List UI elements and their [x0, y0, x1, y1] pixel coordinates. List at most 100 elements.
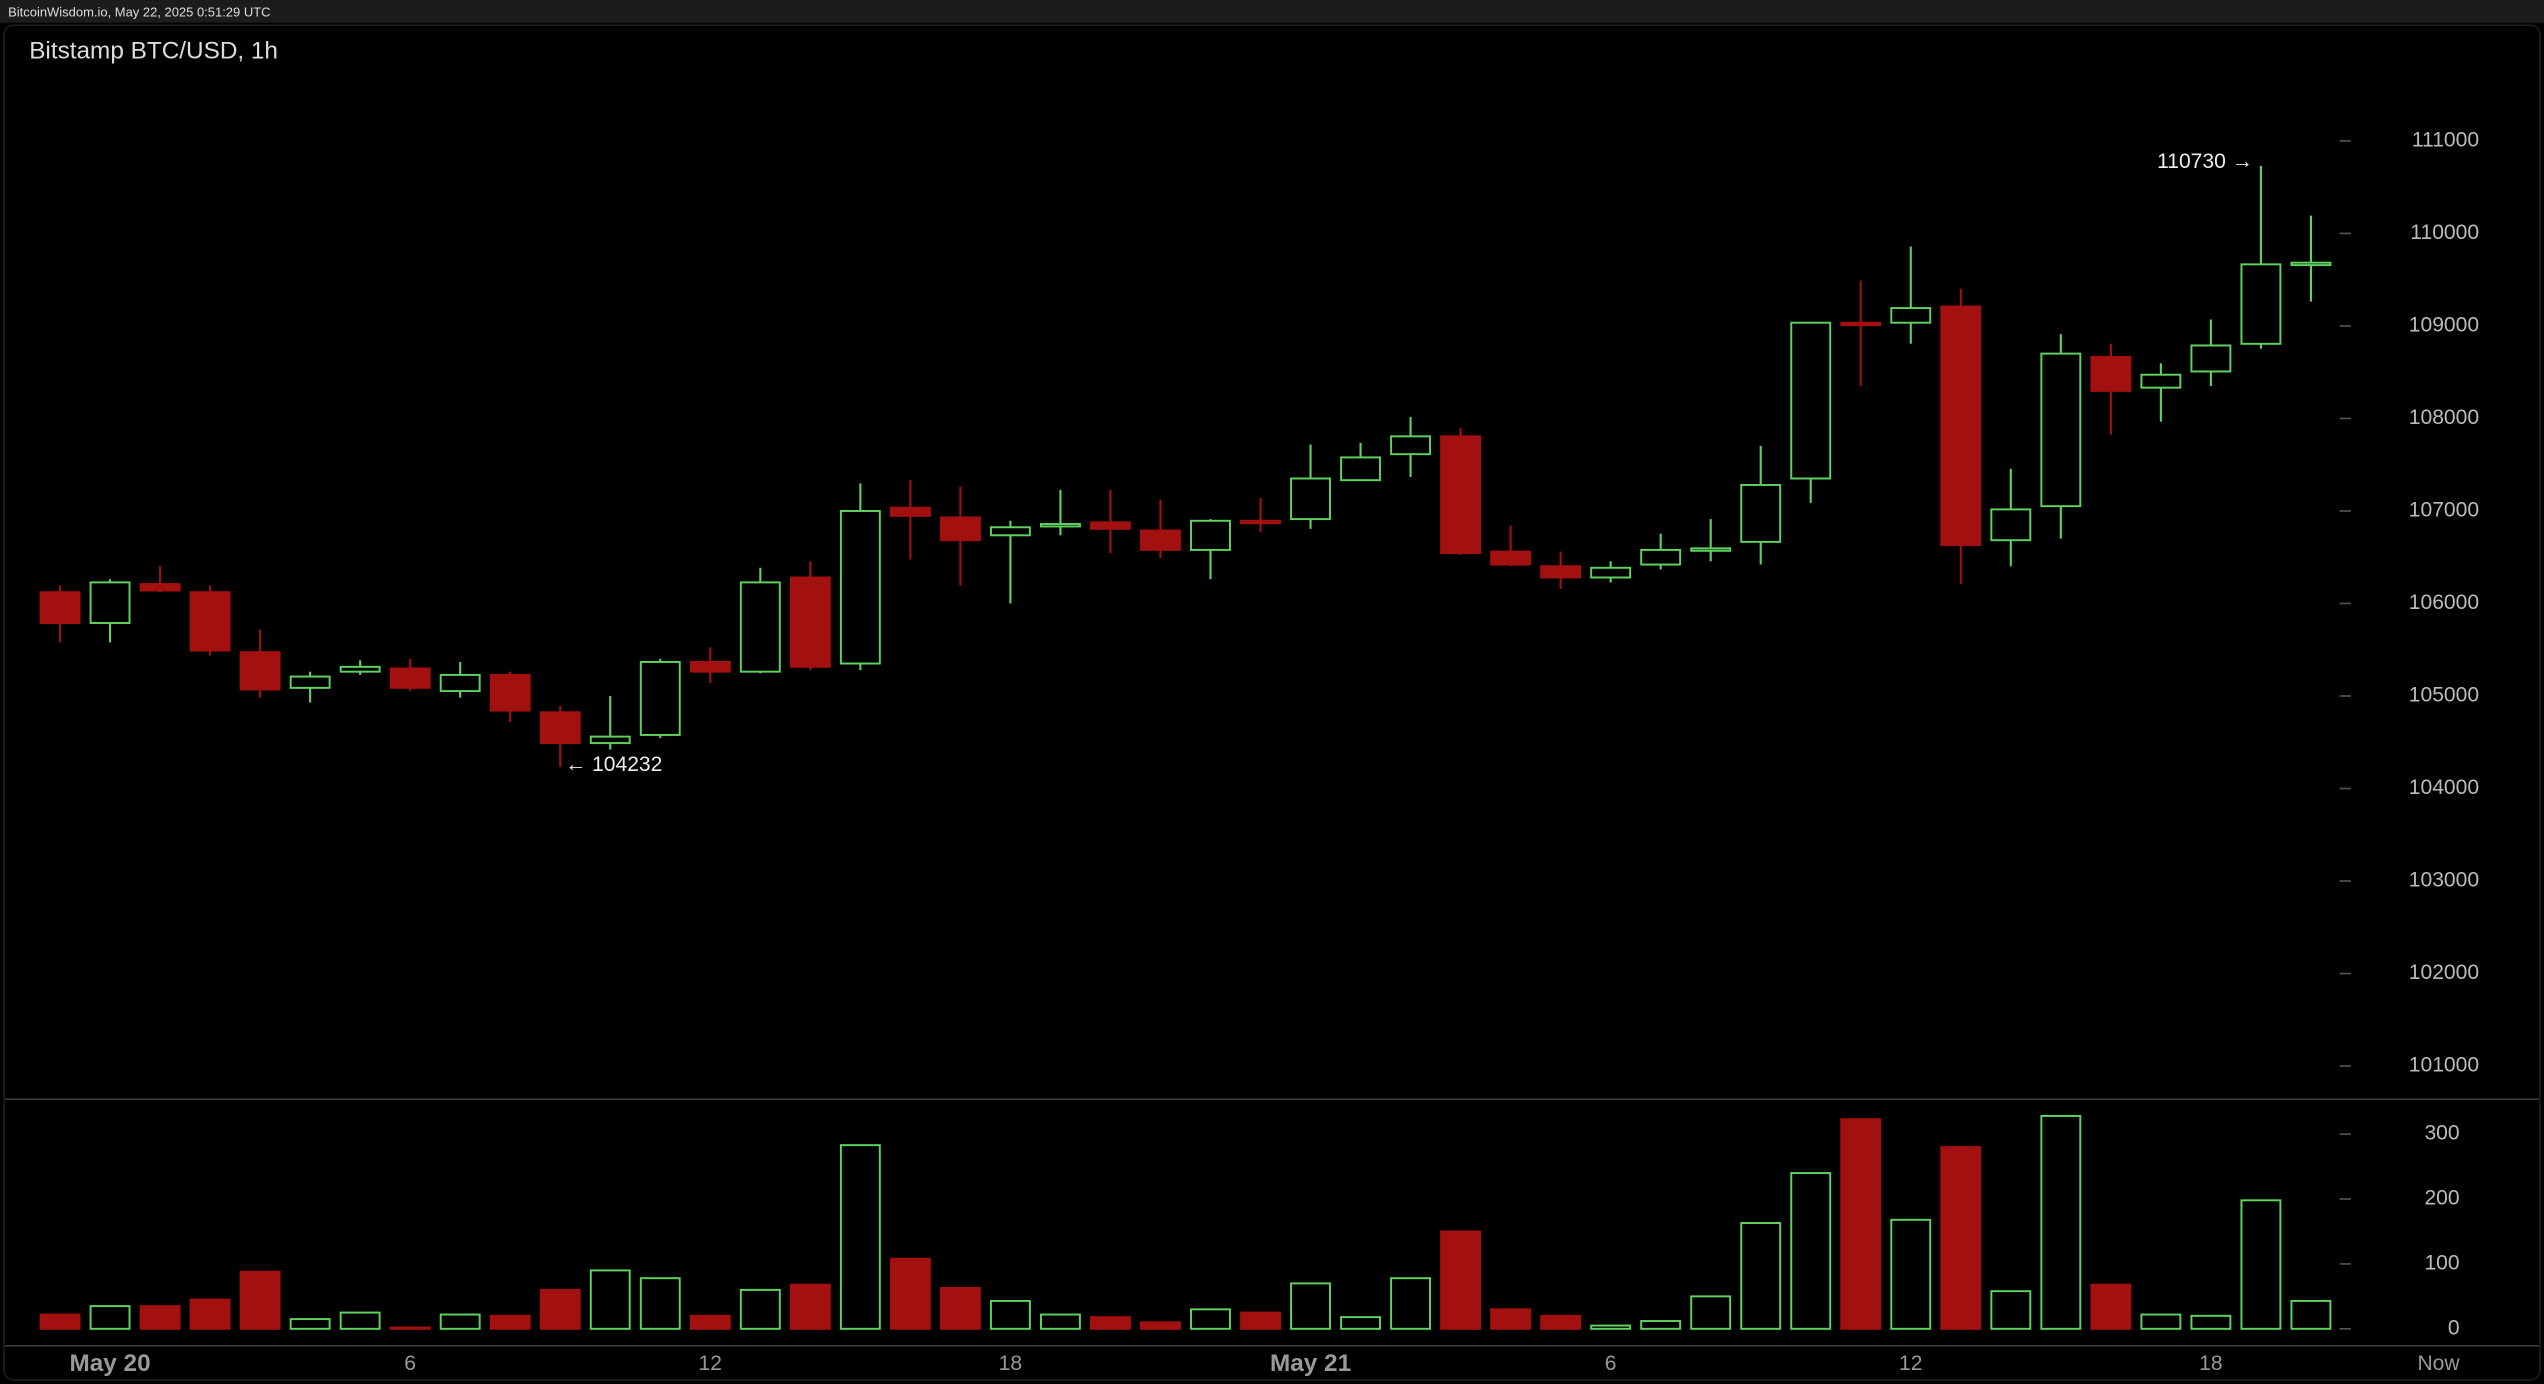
- candle-body: [1390, 435, 1432, 456]
- candle-body: [1140, 529, 1181, 551]
- volume-bar: [1290, 1282, 1331, 1330]
- candle-body: [1039, 523, 1081, 528]
- y-tick-label: 103000: [2409, 869, 2479, 892]
- x-tick-label: 12: [1899, 1352, 1922, 1375]
- candle-body: [739, 581, 781, 673]
- volume-bar: [639, 1277, 681, 1330]
- volume-bar: [689, 1314, 731, 1330]
- volume-bar: [2090, 1283, 2132, 1330]
- volume-bar: [389, 1326, 431, 1330]
- volume-bar: [1039, 1313, 1081, 1330]
- page-header: BitcoinWisdom.io, May 22, 2025 0:51:29 U…: [8, 4, 270, 19]
- volume-bar: [239, 1270, 281, 1330]
- volume-bar: [2290, 1299, 2332, 1330]
- candle-body: [1490, 550, 1532, 566]
- volume-bar: [2240, 1199, 2282, 1330]
- header-bar: [0, 0, 2544, 23]
- candle-body: [1690, 547, 1732, 552]
- candle-body: [1790, 321, 1832, 480]
- candle-body: [1740, 484, 1782, 543]
- volume-bar: [839, 1144, 881, 1330]
- volume-bar: [939, 1286, 981, 1330]
- candle-body: [839, 510, 881, 665]
- candle-body: [1240, 519, 1281, 525]
- candle-body: [189, 591, 231, 652]
- candle-body: [889, 506, 931, 517]
- candle-body: [2140, 373, 2182, 389]
- volume-bar: [1840, 1118, 1882, 1330]
- candle-body: [2190, 344, 2232, 373]
- volume-bar: [339, 1311, 381, 1330]
- x-tick-label: May 21: [1270, 1350, 1351, 1377]
- volume-bar: [989, 1299, 1031, 1330]
- candle-body: [1590, 566, 1632, 579]
- volume-bar: [1490, 1308, 1532, 1330]
- candle-body: [1540, 565, 1582, 579]
- volume-bar: [89, 1305, 131, 1330]
- y-tick-label: 109000: [2409, 314, 2479, 337]
- candle-body: [89, 581, 131, 624]
- candle-body: [1290, 477, 1331, 521]
- volume-bar: [489, 1314, 531, 1330]
- max-annotation: 110730 →: [2157, 150, 2253, 173]
- volume-bar: [1590, 1324, 1632, 1330]
- volume-bar: [1740, 1222, 1782, 1330]
- y-tick-label: 105000: [2409, 684, 2479, 707]
- candle-body: [489, 673, 531, 712]
- volume-bar: [139, 1305, 181, 1330]
- candle-body: [1340, 456, 1381, 482]
- volume-bar: [2190, 1314, 2232, 1330]
- candle-body: [1990, 508, 2032, 542]
- candle-body: [539, 711, 581, 745]
- volume-bar: [789, 1283, 831, 1330]
- volume-bar: [589, 1269, 631, 1330]
- volume-bar: [1540, 1314, 1582, 1330]
- volume-bar: [1790, 1172, 1832, 1330]
- candle-body: [1440, 435, 1482, 555]
- volume-bar: [739, 1288, 781, 1330]
- candle-body: [39, 591, 81, 624]
- candle-body: [989, 526, 1031, 537]
- volume-bar: [289, 1318, 331, 1330]
- volume-bar: [1190, 1308, 1231, 1330]
- volume-bar: [189, 1298, 231, 1330]
- candle-body: [2090, 355, 2132, 392]
- x-tick-label: 18: [999, 1352, 1022, 1375]
- volume-bar: [1990, 1290, 2032, 1330]
- frame: [3, 24, 2541, 1381]
- y-tick-label: 111000: [2412, 129, 2479, 152]
- volume-bar: [1890, 1218, 1932, 1330]
- y-tick-label: 101000: [2409, 1054, 2479, 1077]
- y-tick-label: 200: [2424, 1187, 2459, 1210]
- volume-bar: [1340, 1316, 1381, 1330]
- volume-bar: [1940, 1146, 1982, 1330]
- y-tick-label: 106000: [2409, 591, 2479, 614]
- candle-body: [639, 660, 681, 736]
- candle-body: [389, 667, 431, 689]
- candle-body: [1190, 519, 1231, 551]
- candle-body: [2040, 352, 2082, 508]
- volume-bar: [539, 1288, 581, 1330]
- min-annotation: ← 104232: [565, 753, 662, 776]
- chart-title: Bitstamp BTC/USD, 1h: [29, 37, 278, 64]
- y-tick-label: 100: [2424, 1251, 2459, 1274]
- y-tick-label: 300: [2424, 1122, 2459, 1145]
- y-tick-label: 110000: [2410, 221, 2479, 244]
- y-tick-label: 104000: [2409, 776, 2479, 799]
- candle-body: [439, 673, 481, 693]
- candle-body: [2240, 263, 2282, 345]
- x-tick-label: 18: [2199, 1352, 2222, 1375]
- volume-bar: [1690, 1295, 1732, 1330]
- candle-body: [789, 576, 831, 668]
- volume-bar: [889, 1257, 931, 1330]
- volume-bar: [1440, 1230, 1482, 1330]
- candle-body: [589, 735, 631, 745]
- x-tick-label: 6: [1605, 1352, 1617, 1375]
- y-tick-label: 108000: [2409, 406, 2479, 429]
- candle-body: [1090, 521, 1131, 530]
- candle-body: [289, 675, 331, 689]
- now-label: Now: [2417, 1352, 2460, 1375]
- y-tick-label: 102000: [2409, 961, 2479, 984]
